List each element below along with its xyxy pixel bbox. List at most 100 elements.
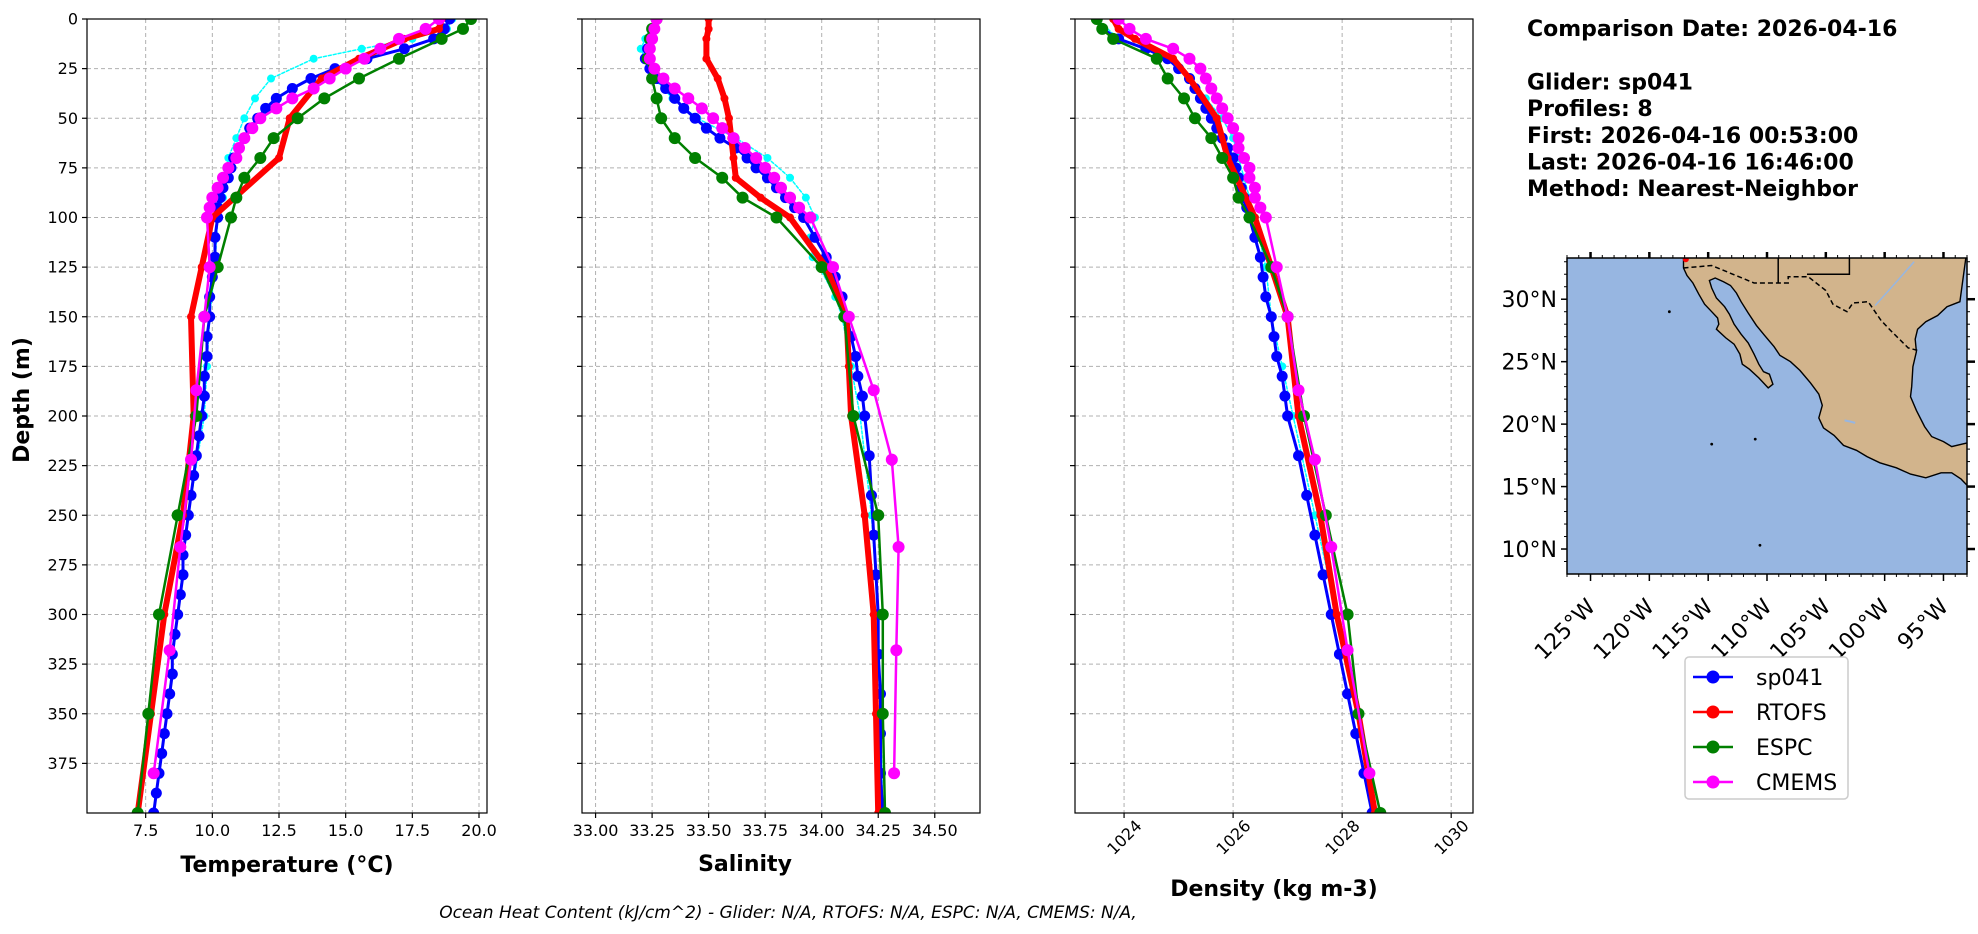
point-espc (1243, 211, 1256, 224)
y-tick-label: 275 (47, 555, 78, 574)
point-cmems (842, 310, 855, 323)
point-cmems (203, 201, 216, 214)
map-mainland (1682, 258, 1967, 487)
map-lat-label: 10°N (1502, 538, 1557, 563)
x-axis-label-temperature: Temperature (°C) (180, 853, 393, 878)
point-cmems (201, 211, 213, 224)
point-sp041 (1279, 390, 1291, 402)
point-sp041 (156, 747, 168, 759)
point-cmems (1210, 92, 1223, 105)
point-cmems (358, 52, 371, 65)
point-sp041 (669, 92, 681, 104)
point-sp041 (148, 807, 160, 813)
map-lon-label: 100°W (1824, 594, 1895, 665)
x-tick-label: 1026 (1212, 816, 1254, 858)
point-rtofs (731, 173, 740, 182)
point-sp041_profiles (232, 134, 241, 143)
point-sp041 (164, 688, 176, 700)
point-sp041 (1268, 331, 1280, 343)
point-cmems (890, 644, 903, 657)
point-cmems (238, 132, 251, 145)
point-rtofs (756, 193, 765, 202)
map-island (1710, 442, 1714, 446)
point-sp041_profiles (267, 74, 275, 83)
point-rtofs (285, 114, 294, 123)
point-espc (225, 211, 237, 224)
point-espc (847, 410, 860, 422)
point-sp041 (1309, 529, 1321, 541)
x-tick-label: 17.5 (395, 821, 431, 840)
point-espc (1107, 32, 1120, 45)
info-line: Last: 2026-04-16 16:46:00 (1527, 151, 1854, 176)
point-sp041 (188, 470, 200, 482)
point-cmems (286, 92, 299, 105)
point-cmems (211, 181, 224, 194)
point-cmems (185, 453, 197, 466)
point-sp041 (868, 529, 880, 541)
legend-marker (1706, 705, 1720, 719)
x-tick-label: 1024 (1103, 816, 1145, 858)
point-sp041 (177, 569, 189, 581)
point-cmems (1259, 211, 1272, 224)
point-espc (171, 509, 184, 522)
point-cmems (339, 62, 352, 75)
point-cmems (233, 142, 245, 155)
point-cmems (648, 22, 661, 35)
map-island (1753, 437, 1757, 441)
point-cmems (1248, 191, 1261, 204)
map-glider-marker (1682, 258, 1689, 263)
point-sp041 (193, 430, 205, 442)
x-tick-label: 34.00 (799, 821, 845, 840)
point-cmems (1139, 32, 1152, 45)
point-sp041 (198, 390, 210, 402)
point-cmems (174, 541, 187, 554)
point-rtofs (704, 24, 713, 33)
point-rtofs (187, 312, 195, 321)
point-espc (872, 509, 885, 522)
point-espc (1227, 171, 1240, 184)
point-sp041 (150, 787, 162, 799)
point-sp041_profiles (251, 94, 259, 103)
point-sp041 (286, 82, 298, 94)
point-sp041 (1317, 569, 1329, 581)
info-line: Method: Nearest-Neighbor (1527, 177, 1858, 202)
point-cmems (648, 62, 661, 75)
point-cmems (393, 32, 405, 45)
map-island (1667, 310, 1671, 314)
y-tick-label: 125 (47, 258, 78, 277)
point-sp041 (856, 390, 868, 402)
y-tick-label: 25 (58, 59, 78, 78)
point-sp041 (158, 728, 170, 740)
point-cmems (643, 42, 656, 55)
point-cmems (1216, 102, 1229, 115)
legend-label: ESPC (1756, 736, 1813, 761)
point-cmems (163, 644, 176, 657)
point-cmems (668, 82, 681, 95)
point-cmems (1325, 541, 1338, 554)
point-cmems (682, 92, 695, 105)
point-espc (465, 19, 477, 25)
map-state-line (1807, 258, 1851, 275)
point-sp041 (270, 92, 282, 104)
point-cmems (892, 541, 905, 554)
point-espc (876, 707, 889, 720)
legend: sp041 RTOFS ESPC CMEMS (1684, 656, 1849, 800)
point-sp041 (750, 162, 762, 174)
point-espc (318, 92, 331, 105)
point-cmems (1123, 22, 1136, 35)
point-cmems (1238, 151, 1251, 164)
x-tick-label: 1028 (1321, 816, 1363, 858)
series-line-cmems (1117, 19, 1371, 775)
plot-frame (86, 18, 488, 814)
x-axis-label-density: Density (kg m-3) (1170, 877, 1378, 902)
point-cmems (793, 201, 806, 214)
point-cmems (254, 112, 267, 125)
y-axis-label: Depth (m) (10, 337, 35, 463)
point-espc (736, 191, 749, 204)
point-cmems (1248, 181, 1261, 194)
point-rtofs (1185, 74, 1194, 83)
point-espc (254, 151, 267, 164)
point-cmems (1205, 82, 1218, 95)
point-cmems (885, 453, 898, 466)
point-espc (689, 151, 702, 164)
